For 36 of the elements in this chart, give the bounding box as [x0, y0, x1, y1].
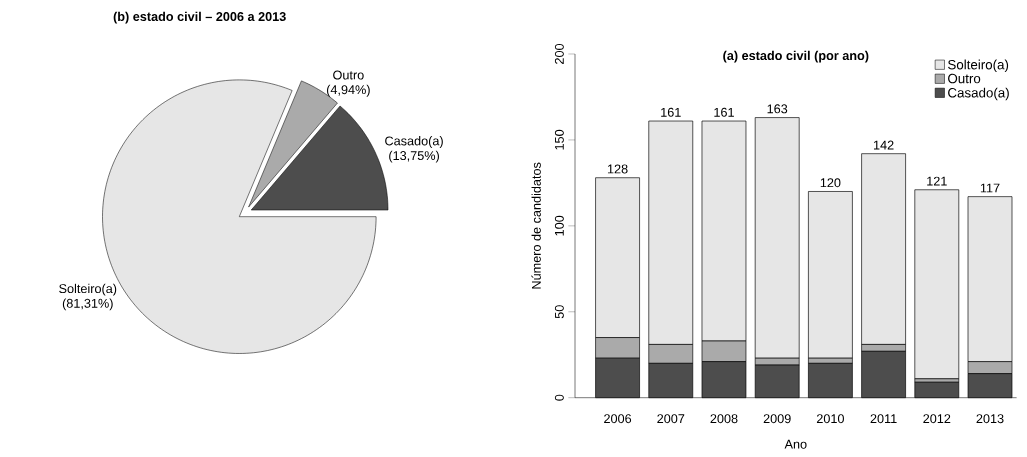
total-label: 121	[927, 176, 947, 186]
total-label: 161	[714, 107, 734, 117]
legend-label: Casado(a)	[948, 87, 1009, 101]
total-label: 120	[820, 178, 841, 188]
x-axis-title: Ano	[784, 439, 807, 449]
total-label: 117	[980, 183, 1000, 193]
x-tick-label: 2006	[604, 414, 632, 424]
slice-label: Casado(a)	[385, 136, 443, 148]
y-tick-label: 150	[554, 129, 564, 150]
total-label: 163	[767, 104, 788, 114]
bar	[808, 191, 853, 359]
data-label: (4,94%)	[326, 84, 370, 97]
x-tick-label: 2011	[870, 414, 897, 424]
total-label: 142	[873, 140, 894, 150]
total-label: 128	[607, 164, 628, 174]
x-tick-label: 2007	[657, 414, 685, 424]
legend-label: Solteiro(a)	[948, 59, 1009, 73]
x-tick-label: 2009	[763, 414, 791, 424]
x-tick-label: 2012	[923, 414, 951, 424]
chart-title: (b) estado civil – 2006 a 2013	[113, 11, 286, 24]
y-tick-label: 200	[554, 43, 564, 64]
bar	[914, 189, 960, 380]
data-label: (13,75%)	[389, 150, 439, 163]
y-tick-label: 0	[554, 394, 564, 401]
slice-label: Solteiro(a)	[59, 283, 117, 296]
total-label: 161	[661, 107, 681, 117]
y-tick-label: 50	[554, 305, 564, 319]
x-tick-label: 2010	[816, 414, 844, 424]
y-tick-label: 100	[554, 215, 564, 236]
slice-label: Outro	[333, 70, 364, 80]
legend-label: Outro	[948, 73, 981, 84]
chart-title: (a) estado civil (por ano)	[723, 50, 869, 63]
x-tick-label: 2013	[976, 414, 1004, 424]
data-label: (81,31%)	[62, 298, 113, 311]
x-tick-label: 2008	[710, 414, 738, 424]
y-axis-title: Número de candidatos	[531, 162, 541, 289]
